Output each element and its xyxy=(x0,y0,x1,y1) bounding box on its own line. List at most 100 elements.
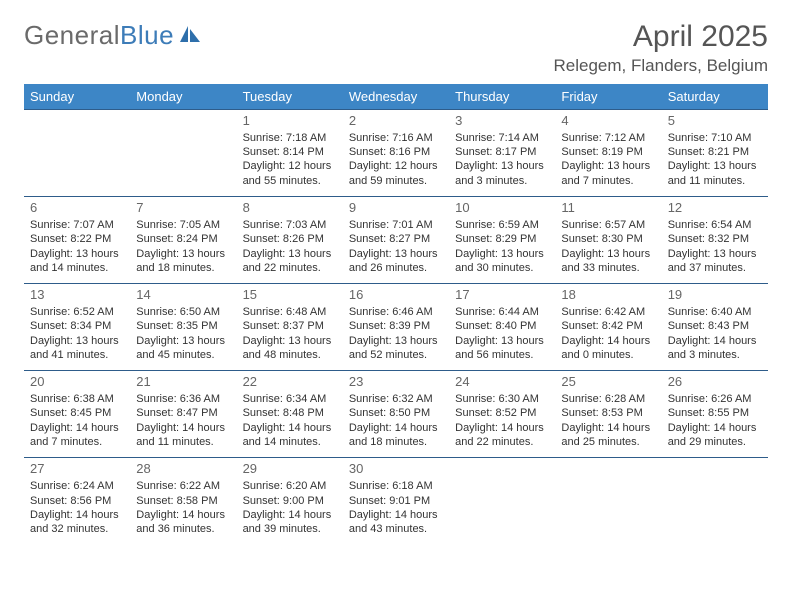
daylight-text: and 11 minutes. xyxy=(136,435,230,449)
calendar-table: Sunday Monday Tuesday Wednesday Thursday… xyxy=(24,84,768,544)
daylight-text: and 25 minutes. xyxy=(561,435,655,449)
sunrise-text: Sunrise: 7:14 AM xyxy=(455,131,549,145)
daylight-text: Daylight: 14 hours xyxy=(668,421,762,435)
daylight-text: Daylight: 14 hours xyxy=(243,508,337,522)
calendar-row: 20Sunrise: 6:38 AMSunset: 8:45 PMDayligh… xyxy=(24,371,768,458)
calendar-cell: 23Sunrise: 6:32 AMSunset: 8:50 PMDayligh… xyxy=(343,371,449,458)
daylight-text: and 0 minutes. xyxy=(561,348,655,362)
daylight-text: Daylight: 13 hours xyxy=(455,159,549,173)
logo-text-general: General xyxy=(24,20,120,51)
sunrise-text: Sunrise: 6:18 AM xyxy=(349,479,443,493)
sunset-text: Sunset: 8:34 PM xyxy=(30,319,124,333)
day-number: 10 xyxy=(455,200,549,217)
sunrise-text: Sunrise: 6:34 AM xyxy=(243,392,337,406)
sunset-text: Sunset: 8:53 PM xyxy=(561,406,655,420)
daylight-text: Daylight: 14 hours xyxy=(561,421,655,435)
calendar-cell xyxy=(555,458,661,545)
day-number: 19 xyxy=(668,287,762,304)
daylight-text: Daylight: 13 hours xyxy=(668,159,762,173)
day-number: 2 xyxy=(349,113,443,130)
logo-text-blue: Blue xyxy=(120,20,174,51)
daylight-text: Daylight: 13 hours xyxy=(349,247,443,261)
day-number: 20 xyxy=(30,374,124,391)
header: GeneralBlue April 2025 Relegem, Flanders… xyxy=(24,20,768,76)
calendar-cell: 19Sunrise: 6:40 AMSunset: 8:43 PMDayligh… xyxy=(662,284,768,371)
calendar-row: 1Sunrise: 7:18 AMSunset: 8:14 PMDaylight… xyxy=(24,110,768,197)
logo: GeneralBlue xyxy=(24,20,204,51)
daylight-text: Daylight: 13 hours xyxy=(136,247,230,261)
calendar-cell: 24Sunrise: 6:30 AMSunset: 8:52 PMDayligh… xyxy=(449,371,555,458)
weekday-header: Tuesday xyxy=(237,84,343,110)
sunset-text: Sunset: 8:21 PM xyxy=(668,145,762,159)
sunrise-text: Sunrise: 7:10 AM xyxy=(668,131,762,145)
daylight-text: and 59 minutes. xyxy=(349,174,443,188)
sunrise-text: Sunrise: 6:59 AM xyxy=(455,218,549,232)
calendar-cell: 1Sunrise: 7:18 AMSunset: 8:14 PMDaylight… xyxy=(237,110,343,197)
day-number: 29 xyxy=(243,461,337,478)
weekday-header: Monday xyxy=(130,84,236,110)
sunset-text: Sunset: 9:00 PM xyxy=(243,494,337,508)
calendar-cell: 3Sunrise: 7:14 AMSunset: 8:17 PMDaylight… xyxy=(449,110,555,197)
sunset-text: Sunset: 8:19 PM xyxy=(561,145,655,159)
sunset-text: Sunset: 8:22 PM xyxy=(30,232,124,246)
weekday-header-row: Sunday Monday Tuesday Wednesday Thursday… xyxy=(24,84,768,110)
daylight-text: Daylight: 14 hours xyxy=(243,421,337,435)
location-label: Relegem, Flanders, Belgium xyxy=(554,56,768,76)
sunrise-text: Sunrise: 6:20 AM xyxy=(243,479,337,493)
sunrise-text: Sunrise: 7:12 AM xyxy=(561,131,655,145)
day-number: 6 xyxy=(30,200,124,217)
sunset-text: Sunset: 8:40 PM xyxy=(455,319,549,333)
day-number: 23 xyxy=(349,374,443,391)
weekday-header: Sunday xyxy=(24,84,130,110)
sunset-text: Sunset: 8:47 PM xyxy=(136,406,230,420)
calendar-cell: 8Sunrise: 7:03 AMSunset: 8:26 PMDaylight… xyxy=(237,197,343,284)
daylight-text: Daylight: 14 hours xyxy=(668,334,762,348)
sunrise-text: Sunrise: 7:01 AM xyxy=(349,218,443,232)
sunset-text: Sunset: 8:32 PM xyxy=(668,232,762,246)
day-number: 11 xyxy=(561,200,655,217)
daylight-text: and 18 minutes. xyxy=(136,261,230,275)
daylight-text: and 56 minutes. xyxy=(455,348,549,362)
daylight-text: Daylight: 14 hours xyxy=(30,508,124,522)
sunset-text: Sunset: 8:43 PM xyxy=(668,319,762,333)
calendar-cell: 15Sunrise: 6:48 AMSunset: 8:37 PMDayligh… xyxy=(237,284,343,371)
daylight-text: Daylight: 13 hours xyxy=(243,247,337,261)
daylight-text: and 43 minutes. xyxy=(349,522,443,536)
sunrise-text: Sunrise: 6:30 AM xyxy=(455,392,549,406)
daylight-text: and 11 minutes. xyxy=(668,174,762,188)
calendar-cell: 2Sunrise: 7:16 AMSunset: 8:16 PMDaylight… xyxy=(343,110,449,197)
daylight-text: Daylight: 13 hours xyxy=(561,247,655,261)
sunset-text: Sunset: 8:29 PM xyxy=(455,232,549,246)
sunset-text: Sunset: 8:52 PM xyxy=(455,406,549,420)
sunrise-text: Sunrise: 6:48 AM xyxy=(243,305,337,319)
calendar-cell xyxy=(24,110,130,197)
weekday-header: Friday xyxy=(555,84,661,110)
sunrise-text: Sunrise: 6:50 AM xyxy=(136,305,230,319)
sunset-text: Sunset: 8:27 PM xyxy=(349,232,443,246)
day-number: 26 xyxy=(668,374,762,391)
daylight-text: and 45 minutes. xyxy=(136,348,230,362)
daylight-text: Daylight: 12 hours xyxy=(349,159,443,173)
day-number: 5 xyxy=(668,113,762,130)
day-number: 8 xyxy=(243,200,337,217)
daylight-text: Daylight: 14 hours xyxy=(349,421,443,435)
sunset-text: Sunset: 8:48 PM xyxy=(243,406,337,420)
sunset-text: Sunset: 8:56 PM xyxy=(30,494,124,508)
daylight-text: Daylight: 14 hours xyxy=(136,508,230,522)
daylight-text: Daylight: 14 hours xyxy=(455,421,549,435)
daylight-text: and 48 minutes. xyxy=(243,348,337,362)
calendar-cell: 16Sunrise: 6:46 AMSunset: 8:39 PMDayligh… xyxy=(343,284,449,371)
sunrise-text: Sunrise: 6:22 AM xyxy=(136,479,230,493)
sunrise-text: Sunrise: 6:57 AM xyxy=(561,218,655,232)
weekday-header: Saturday xyxy=(662,84,768,110)
day-number: 9 xyxy=(349,200,443,217)
day-number: 14 xyxy=(136,287,230,304)
calendar-cell: 21Sunrise: 6:36 AMSunset: 8:47 PMDayligh… xyxy=(130,371,236,458)
daylight-text: Daylight: 13 hours xyxy=(136,334,230,348)
calendar-cell: 6Sunrise: 7:07 AMSunset: 8:22 PMDaylight… xyxy=(24,197,130,284)
logo-sails-icon xyxy=(178,20,204,51)
day-number: 22 xyxy=(243,374,337,391)
daylight-text: and 29 minutes. xyxy=(668,435,762,449)
day-number: 15 xyxy=(243,287,337,304)
calendar-cell: 30Sunrise: 6:18 AMSunset: 9:01 PMDayligh… xyxy=(343,458,449,545)
